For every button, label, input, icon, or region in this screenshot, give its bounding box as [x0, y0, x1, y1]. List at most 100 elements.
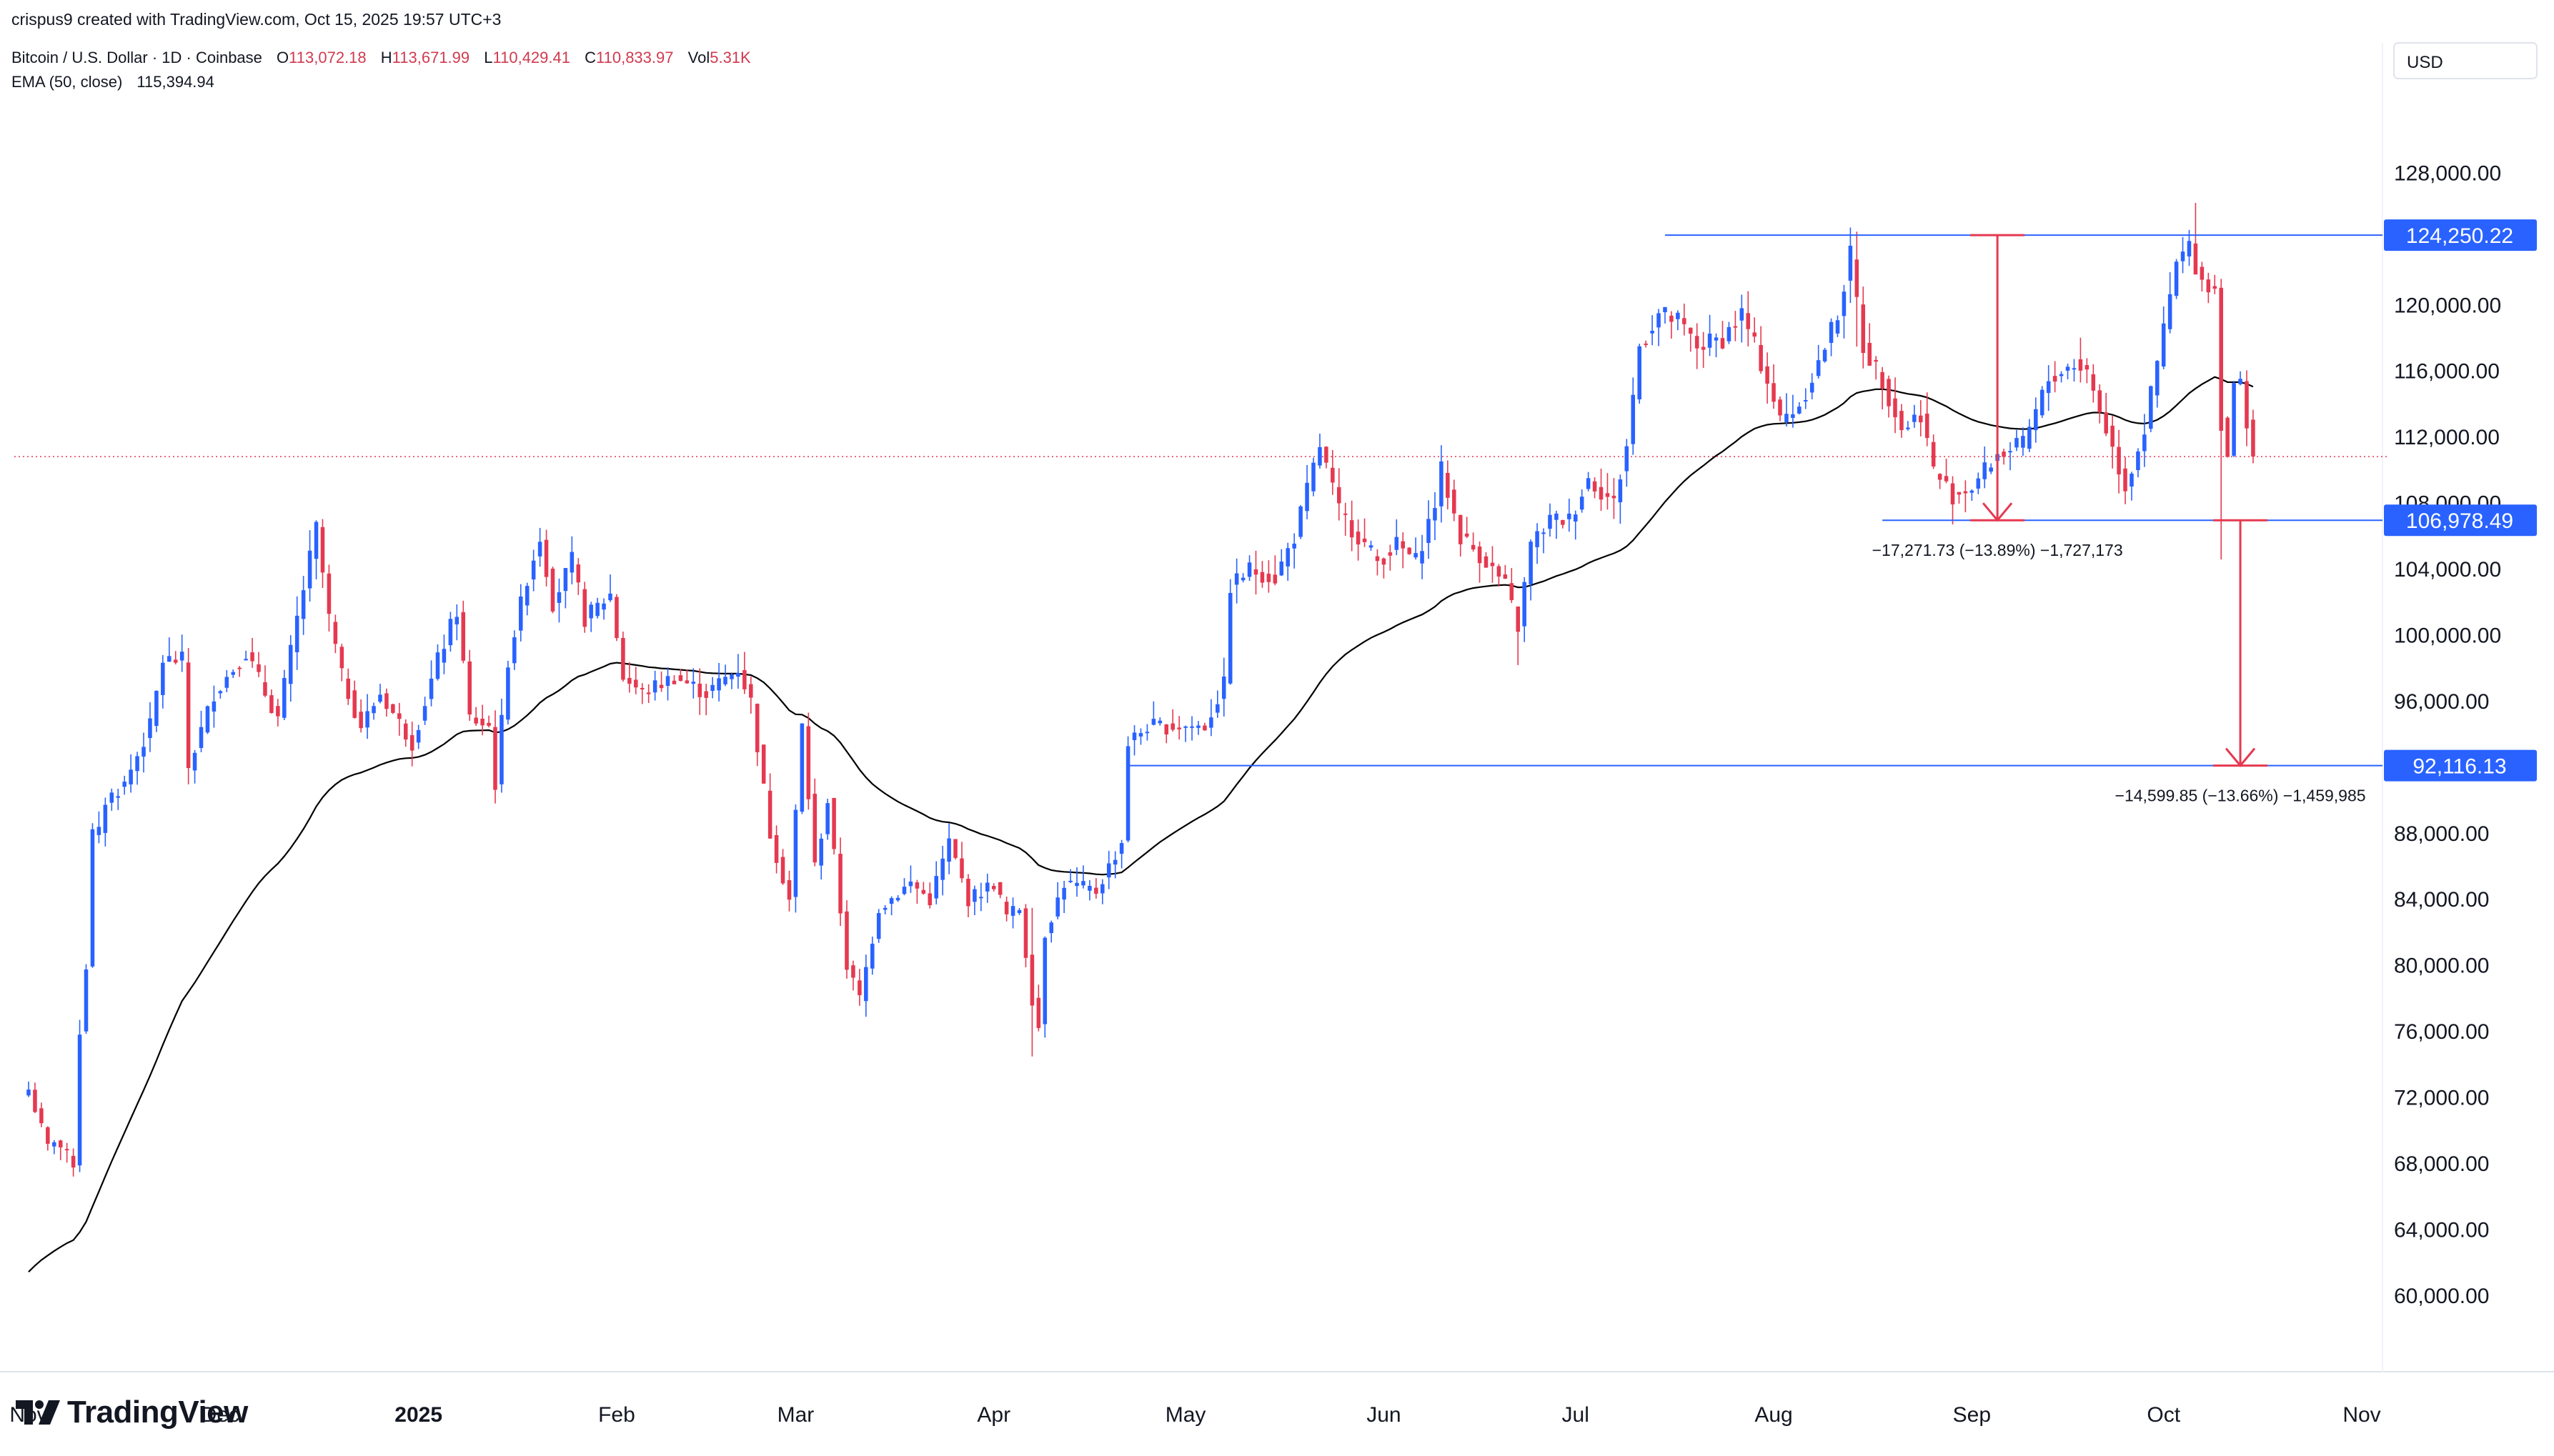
tradingview-logo[interactable]: TradingView	[16, 1395, 248, 1430]
candle-body	[1561, 519, 1565, 525]
y-tick-label: 64,000.00	[2394, 1218, 2489, 1242]
candle-body	[1119, 843, 1124, 854]
candle-body	[2052, 376, 2057, 382]
candle-body	[2225, 417, 2230, 457]
candle-body	[1010, 906, 1015, 916]
candle-body	[1477, 547, 1482, 564]
candle-body	[1324, 447, 1328, 463]
candle-body	[1822, 349, 1827, 361]
candle-body	[1989, 467, 1993, 472]
candles-group	[26, 203, 2255, 1177]
candle-body	[889, 898, 894, 904]
candle-body	[1049, 922, 1054, 934]
candle-body	[1899, 411, 1904, 431]
candle-body	[77, 1034, 82, 1166]
candle-body	[563, 568, 568, 592]
candle-body	[1177, 727, 1181, 729]
candle-body	[1554, 513, 1559, 520]
candle-body	[1286, 548, 1290, 567]
candle-body	[615, 597, 619, 639]
candle-body	[1253, 569, 1258, 575]
candle-body	[531, 560, 536, 580]
candle-body	[493, 727, 497, 790]
ema-legend[interactable]: EMA (50, close) 115,394.94	[11, 73, 214, 91]
candle-body	[717, 678, 721, 691]
candle-body	[640, 687, 645, 689]
y-tick-label: 88,000.00	[2394, 822, 2489, 846]
candle-body	[282, 677, 287, 718]
y-tick-label: 76,000.00	[2394, 1020, 2489, 1044]
candle-body	[199, 727, 204, 748]
candle-body	[1055, 897, 1060, 917]
candle-body	[845, 911, 849, 970]
candle-body	[1874, 359, 1878, 362]
candle-body	[582, 589, 587, 627]
candle-body	[1068, 880, 1073, 882]
symbol-title[interactable]: Bitcoin / U.S. Dollar · 1D · Coinbase	[11, 49, 262, 66]
candle-body	[346, 678, 351, 699]
candle-body	[895, 897, 900, 901]
candle-body	[179, 652, 184, 661]
ohlc-legend: Bitcoin / U.S. Dollar · 1D · Coinbase O1…	[11, 49, 751, 67]
high-value: 113,671.99	[392, 49, 470, 66]
candle-body	[1426, 519, 1431, 543]
candle-body	[595, 602, 600, 617]
level-label: 92,116.13	[2413, 755, 2506, 779]
candle-body	[1829, 321, 1834, 343]
y-tick-label: 72,000.00	[2394, 1086, 2489, 1110]
candle-body	[2136, 451, 2140, 471]
candle-body	[1835, 320, 1840, 334]
candle-body	[1081, 881, 1085, 886]
candle-body	[1726, 326, 1731, 341]
candle-body	[218, 691, 223, 694]
candle-body	[1356, 532, 1361, 545]
candle-body	[1848, 245, 1853, 281]
candle-body	[2161, 323, 2166, 367]
candle-body	[1861, 304, 1866, 354]
x-tick-label: Dec	[202, 1403, 239, 1427]
candle-body	[263, 682, 267, 696]
candle-body	[58, 1140, 63, 1148]
candle-body	[1362, 538, 1367, 542]
candle-body	[327, 573, 332, 614]
candle-body	[742, 670, 747, 689]
candle-body	[506, 667, 510, 720]
candle-body	[467, 661, 472, 715]
candle-body	[915, 882, 920, 889]
candle-body	[710, 684, 715, 692]
candle-body	[1720, 338, 1725, 349]
candle-body	[876, 913, 881, 939]
candle-body	[1171, 723, 1175, 730]
candle-body	[391, 704, 395, 713]
candle-body	[1880, 372, 1884, 389]
candle-body	[1650, 330, 1654, 334]
candle-body	[519, 596, 523, 631]
tradingview-logo-icon	[16, 1400, 60, 1425]
candle-body	[1216, 704, 1220, 713]
x-tick-label: May	[1166, 1403, 1206, 1427]
candle-body	[1752, 332, 1757, 337]
candle-body	[1931, 442, 1936, 467]
candle-body	[135, 756, 139, 772]
x-tick-label: Aug	[1754, 1403, 1792, 1427]
candle-body	[1733, 326, 1738, 328]
candle-body	[1458, 514, 1463, 544]
y-tick-label: 116,000.00	[2394, 360, 2500, 384]
candle-body	[761, 744, 766, 784]
candle-body	[500, 714, 504, 784]
candle-body	[1624, 446, 1629, 472]
candle-body	[1688, 327, 1693, 334]
volume-value: 5.31K	[710, 49, 751, 66]
candle-body	[2091, 374, 2096, 391]
candle-body	[908, 881, 913, 887]
candle-body	[2167, 294, 2172, 329]
candle-body	[403, 723, 408, 740]
candle-body	[2219, 287, 2223, 431]
candle-body	[2059, 374, 2064, 377]
candle-body	[570, 552, 575, 573]
candle-body	[2021, 436, 2025, 448]
candle-body	[685, 680, 690, 684]
candle-body	[2187, 241, 2192, 256]
candle-body	[1694, 336, 1699, 349]
